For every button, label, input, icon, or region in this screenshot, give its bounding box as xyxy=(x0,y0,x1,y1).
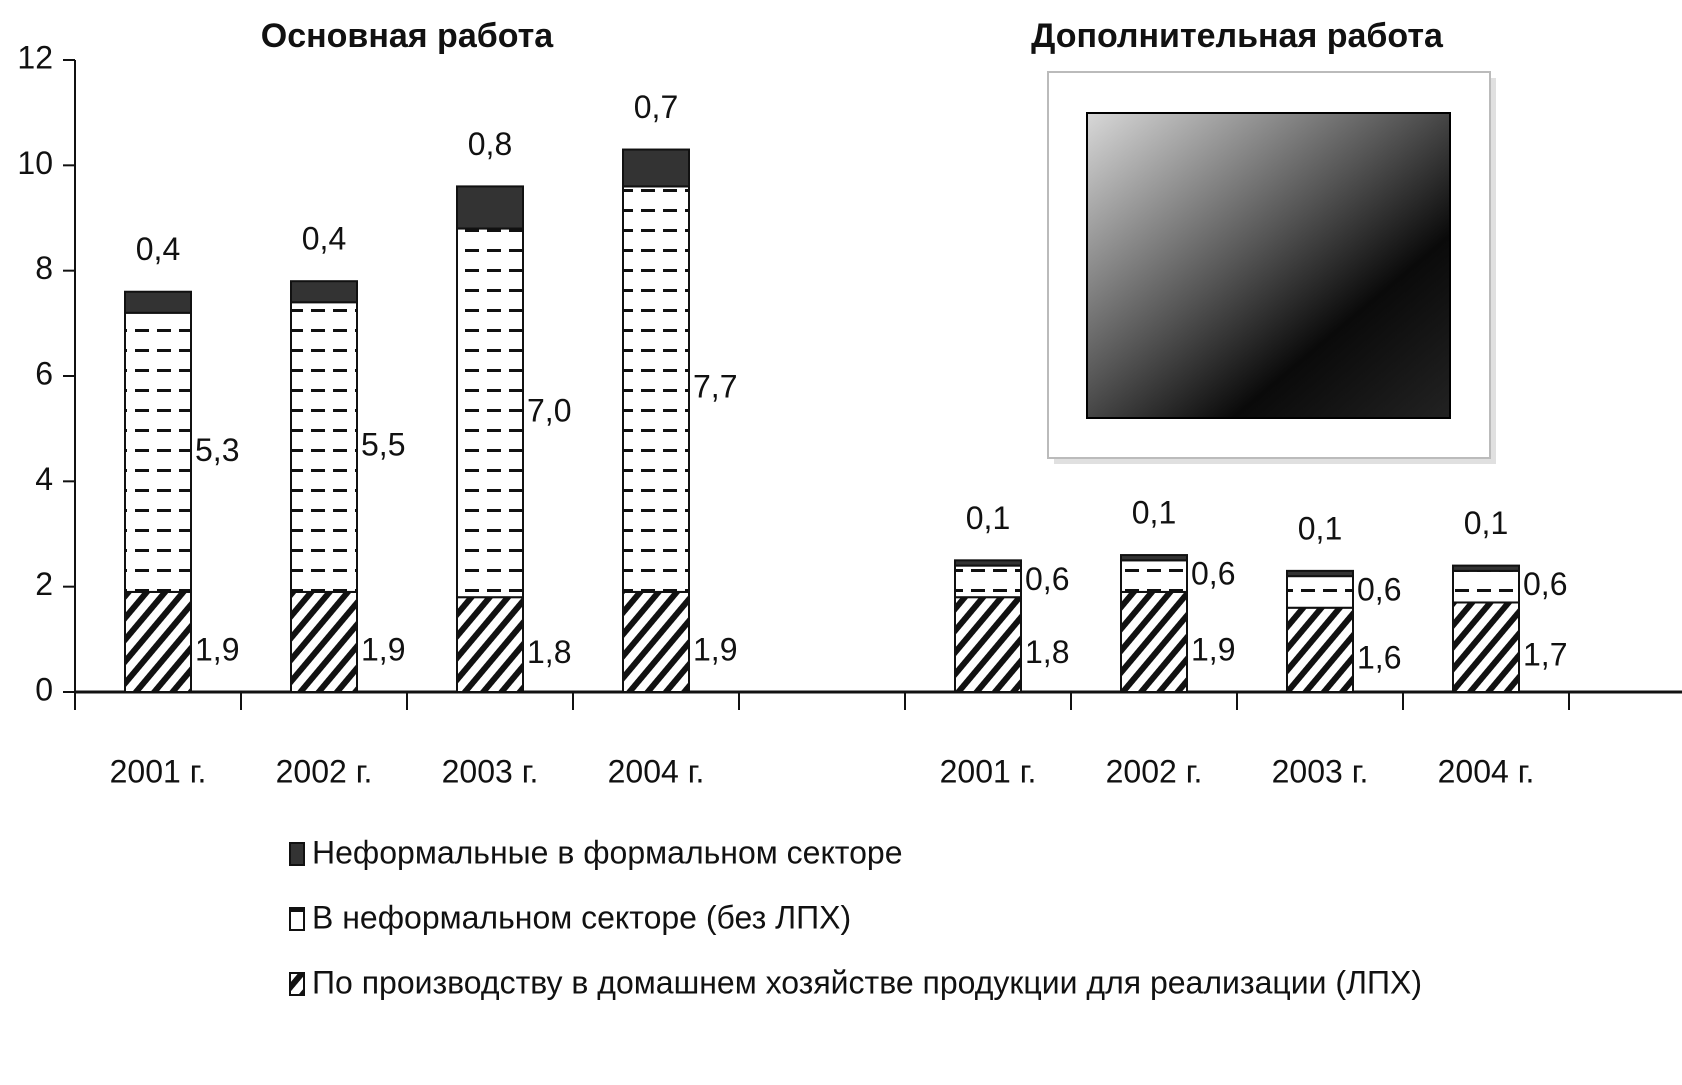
bar-segment xyxy=(457,186,523,228)
y-tick-label: 8 xyxy=(35,250,53,286)
bar-segment xyxy=(623,150,689,187)
value-label: 0,1 xyxy=(1464,505,1508,541)
bar-segment xyxy=(1121,592,1187,692)
bar-segment xyxy=(1121,560,1187,592)
value-label: 0,8 xyxy=(468,126,512,162)
group-title: Дополнительная работа xyxy=(1031,17,1444,55)
value-label: 0,1 xyxy=(1132,495,1176,531)
x-tick-label: 2003 г. xyxy=(442,753,539,789)
bar-segment xyxy=(125,313,191,592)
bar-segment xyxy=(1453,571,1519,603)
legend-label: По производству в домашнем хозяйстве про… xyxy=(312,964,1422,1000)
value-label: 1,8 xyxy=(527,634,571,670)
y-tick-label: 0 xyxy=(35,671,53,707)
value-label: 1,9 xyxy=(1191,631,1235,667)
value-label: 1,9 xyxy=(195,631,239,667)
bar-segment xyxy=(125,592,191,692)
value-label: 0,6 xyxy=(1357,571,1401,607)
photo xyxy=(1048,72,1496,464)
y-tick-label: 4 xyxy=(35,461,53,497)
y-tick-label: 6 xyxy=(35,355,53,391)
x-tick-label: 2003 г. xyxy=(1272,753,1369,789)
chart: 0 2 4 6 8 10 12 Основная работа Дополнительная р… xyxy=(0,0,1682,1085)
bar-segment xyxy=(1287,576,1353,608)
bar-segment xyxy=(955,597,1021,692)
value-label: 1,8 xyxy=(1025,634,1069,670)
x-tick-label: 2002 г. xyxy=(276,753,373,789)
bar-segment xyxy=(623,186,689,592)
value-label: 0,6 xyxy=(1025,561,1069,597)
value-label: 7,7 xyxy=(693,369,737,405)
legend-swatch xyxy=(290,843,304,865)
bar-segment xyxy=(955,560,1021,565)
bar-segment xyxy=(291,302,357,592)
legend-label: В неформальном секторе (без ЛПХ) xyxy=(312,899,851,935)
bar-segment xyxy=(1453,602,1519,692)
x-tick-label: 2004 г. xyxy=(608,753,705,789)
bar-segment xyxy=(1287,571,1353,576)
legend-label: Неформальные в формальном секторе xyxy=(312,834,902,870)
bar-segment xyxy=(291,281,357,302)
group-title: Основная работа xyxy=(261,17,555,55)
x-tick-label: 2001 г. xyxy=(110,753,207,789)
bar-segment xyxy=(1453,566,1519,571)
x-tick-label: 2001 г. xyxy=(940,753,1037,789)
legend-swatch xyxy=(290,973,304,995)
value-label: 0,6 xyxy=(1523,566,1567,602)
y-tick-label: 12 xyxy=(17,39,53,75)
value-label: 5,3 xyxy=(195,432,239,468)
value-label: 0,7 xyxy=(634,89,678,125)
bar-segment xyxy=(457,229,523,598)
y-tick-label: 2 xyxy=(35,566,53,602)
value-label: 0,6 xyxy=(1191,556,1235,592)
bar-segment xyxy=(457,597,523,692)
bar-segment xyxy=(623,592,689,692)
bar-segment xyxy=(955,566,1021,598)
value-label: 7,0 xyxy=(527,392,571,428)
value-label: 0,1 xyxy=(1298,510,1342,546)
value-label: 0,4 xyxy=(302,221,346,257)
bar-segment xyxy=(125,292,191,313)
value-label: 1,9 xyxy=(361,631,405,667)
x-tick-label: 2004 г. xyxy=(1438,753,1535,789)
legend-swatch xyxy=(290,908,304,930)
value-label: 0,4 xyxy=(136,231,180,267)
value-label: 5,5 xyxy=(361,427,405,463)
y-tick-label: 10 xyxy=(17,145,53,181)
x-tick-label: 2002 г. xyxy=(1106,753,1203,789)
value-label: 1,6 xyxy=(1357,639,1401,675)
bar-segment xyxy=(1121,555,1187,560)
bar-segment xyxy=(291,592,357,692)
bar-segment xyxy=(1287,608,1353,692)
page: 0 2 4 6 8 10 12 Основная работа Дополнительная р… xyxy=(0,0,1682,1085)
value-label: 1,7 xyxy=(1523,637,1567,673)
value-label: 0,1 xyxy=(966,500,1010,536)
value-label: 1,9 xyxy=(693,631,737,667)
